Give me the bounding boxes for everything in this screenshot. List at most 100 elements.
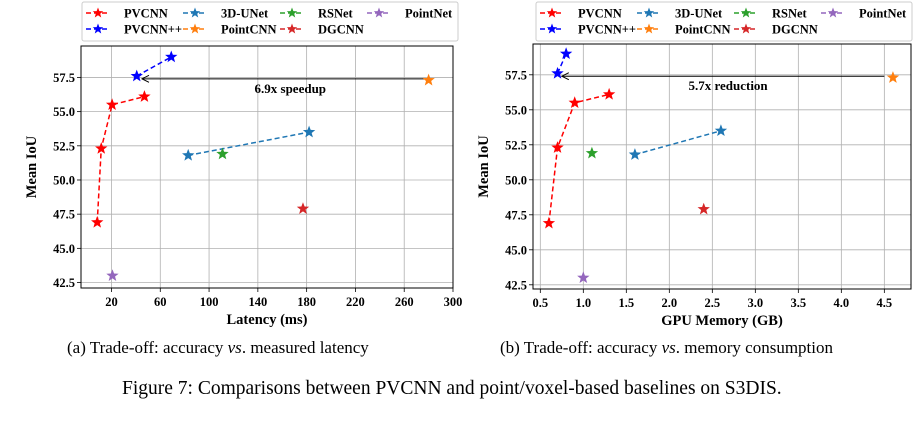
legend-label: DGCNN [318, 23, 364, 37]
caption-b-part1: (b) Trade-off: accuracy [500, 338, 662, 357]
x-tick-label: 2.5 [705, 296, 721, 310]
x-tick-label: 2.0 [662, 296, 678, 310]
legend-entry: PointCNN [637, 23, 731, 37]
x-tick-label: 4.0 [834, 296, 850, 310]
annotation-text: 5.7x reduction [688, 78, 768, 93]
legend-label: PointCNN [221, 23, 277, 37]
series-line [188, 131, 310, 157]
y-tick-label: 52.5 [53, 139, 75, 153]
y-tick-label: 47.5 [505, 208, 527, 222]
data-point-star [577, 271, 590, 284]
legend-entry: PVCNN++ [540, 23, 636, 37]
legend-label: DGCNN [772, 23, 818, 37]
series-pointnet [577, 271, 590, 284]
y-tick-label: 42.5 [53, 276, 75, 290]
series-dgcnn [697, 202, 710, 215]
x-tick-label: 4.5 [877, 296, 893, 310]
data-point-star [91, 215, 104, 228]
legend-entry: DGCNN [734, 23, 818, 37]
x-tick-label: 220 [346, 295, 365, 309]
caption-b: (b) Trade-off: accuracy vs. memory consu… [500, 338, 833, 358]
legend-label: PVCNN [124, 7, 168, 21]
figure-caption: Figure 7: Comparisons between PVCNN and … [122, 378, 782, 399]
y-tick-label: 57.5 [505, 68, 527, 82]
data-point-star [551, 141, 564, 153]
x-tick-label: 20 [105, 295, 118, 309]
data-point-star [542, 216, 556, 229]
x-tick-label: 1.5 [619, 296, 635, 310]
x-tick-label: 260 [395, 295, 414, 309]
series-line [96, 95, 145, 223]
legend-label: PVCNN [578, 7, 622, 21]
y-tick-label: 45.0 [505, 243, 527, 257]
data-point-star [182, 148, 195, 161]
y-tick-label: 57.5 [53, 71, 75, 85]
y-tick-label: 55.0 [53, 105, 75, 119]
legend-entry: PointNet [367, 7, 453, 21]
caption-b-vs: vs [661, 338, 676, 357]
legend: PVCNN 3D-UNet RSNet PointNet PVCNN++ PointCNN… [81, 1, 459, 42]
data-point-star [216, 147, 229, 160]
y-tick-label: 47.5 [53, 208, 75, 222]
series-line [136, 56, 172, 77]
series-3d-unet [182, 125, 316, 161]
caption-a-part1: (a) Trade-off: accuracy [67, 338, 228, 357]
plot-frame [80, 45, 454, 289]
x-axis-label: Latency (ms) [227, 312, 308, 328]
data-point-star [628, 148, 642, 160]
y-axis-label: Mean IoU [476, 135, 492, 198]
data-point-star [585, 146, 599, 159]
data-point-star [559, 47, 573, 60]
x-tick-label: 1.0 [576, 296, 592, 310]
legend-entry: RSNet [280, 7, 354, 21]
series-rsnet [585, 146, 599, 159]
x-tick-label: 3.5 [791, 296, 807, 310]
legend-label: PVCNN++ [124, 23, 182, 37]
y-tick-label: 50.0 [505, 173, 527, 187]
legend-star-icon [643, 7, 655, 18]
x-tick-label: 140 [248, 295, 267, 309]
data-point-star [886, 71, 900, 83]
x-axis-label: GPU Memory (GB) [661, 313, 783, 329]
legend-label: 3D-UNet [221, 7, 269, 21]
series-pointcnn [422, 73, 435, 86]
data-point-star [568, 96, 581, 109]
y-axis-label: Mean IoU [24, 135, 40, 198]
legend-star-icon [286, 23, 298, 34]
data-point-star [165, 50, 178, 63]
series-pvcnn [542, 87, 616, 229]
data-point-star [551, 66, 564, 79]
legend-entry: PVCNN [540, 7, 622, 21]
legend-entry: PVCNN++ [86, 23, 182, 37]
data-point-star [422, 73, 435, 86]
legend-label: PointNet [405, 7, 453, 21]
caption-a: (a) Trade-off: accuracy vs. measured lat… [67, 338, 369, 358]
legend-label: 3D-UNet [675, 7, 723, 21]
annotation-text: 6.9x speedup [255, 81, 327, 96]
data-point-star [602, 87, 616, 100]
y-tick-label: 52.5 [505, 138, 527, 152]
series-pvcnn [91, 90, 151, 228]
data-point-star [95, 142, 108, 154]
legend-label: PointNet [859, 7, 907, 21]
x-tick-label: 0.5 [532, 296, 548, 310]
y-tick-label: 42.5 [505, 278, 527, 292]
legend-star-icon [92, 23, 104, 34]
legend-star-icon [189, 7, 201, 18]
y-tick-label: 45.0 [53, 242, 75, 256]
arrow-head-icon [560, 72, 570, 81]
series-pointnet [106, 269, 119, 281]
legend-star-icon [373, 7, 385, 18]
x-tick-label: 60 [154, 295, 167, 309]
legend-label: PointCNN [675, 23, 731, 37]
legend-label: PVCNN++ [578, 23, 636, 37]
legend-entry: DGCNN [280, 23, 364, 37]
x-tick-label: 300 [444, 295, 463, 309]
legend-star-icon [740, 23, 752, 34]
series-rsnet [216, 147, 229, 160]
legend-star-icon [286, 7, 298, 18]
legend-label: RSNet [318, 7, 354, 21]
legend-entry: PointNet [821, 7, 907, 21]
legend-star-icon [643, 23, 655, 34]
